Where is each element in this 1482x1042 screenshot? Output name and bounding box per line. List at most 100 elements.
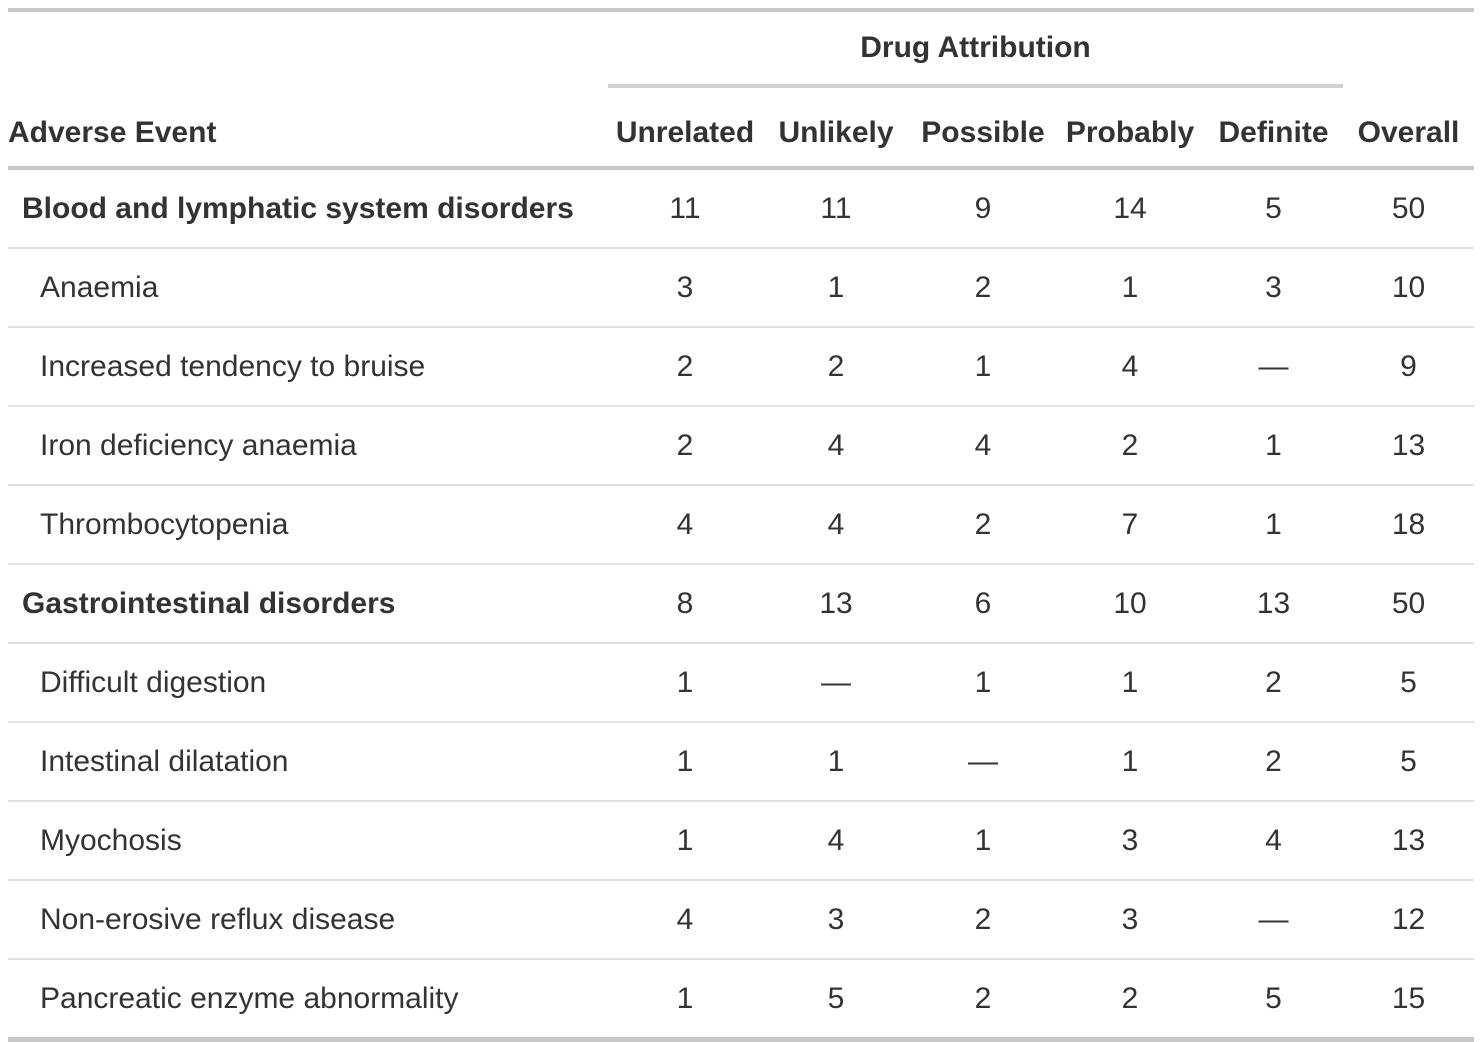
- cell-unlikely: 1: [762, 248, 910, 328]
- cell-unlikely: 4: [762, 406, 910, 486]
- row-label: Iron deficiency anaemia: [8, 406, 608, 486]
- cell-overall: 13: [1343, 406, 1474, 486]
- row-label: Blood and lymphatic system disorders: [8, 168, 608, 249]
- row-label: Pancreatic enzyme abnormality: [40, 981, 459, 1015]
- cell-unlikely: 4: [762, 801, 910, 881]
- column-header-unlikely: Unlikely: [762, 86, 910, 170]
- cell-probably: 3: [1056, 801, 1204, 881]
- spanner-spacer-right: [1343, 10, 1474, 86]
- cell-unlikely: 11: [762, 168, 910, 249]
- column-header-probably: Probably: [1056, 86, 1204, 170]
- cell-possible: 1: [910, 327, 1056, 407]
- cell-unlikely: —: [762, 643, 910, 723]
- table-row-increased-tendency-to-bruise: Increased tendency to bruise 2 2 1 4 — 9: [8, 327, 1474, 407]
- cell-unrelated: 2: [608, 327, 762, 407]
- cell-unlikely: 5: [827, 981, 845, 1015]
- cell-possible: 1: [910, 643, 1056, 723]
- cell-probably: 4: [1056, 327, 1204, 407]
- cell-probably: 2: [1056, 406, 1204, 486]
- cell-unrelated: 1: [608, 643, 762, 723]
- cell-probably: 1: [1056, 722, 1204, 802]
- table-row-iron-deficiency-anaemia: Iron deficiency anaemia 2 4 4 2 1 13: [8, 406, 1474, 486]
- cell-definite: 1: [1204, 406, 1344, 486]
- row-label: Increased tendency to bruise: [8, 327, 608, 407]
- cell-probably: 1: [1056, 643, 1204, 723]
- column-labels-row: Adverse Event Unrelated Unlikely Possibl…: [8, 86, 1474, 170]
- column-header-possible: Possible: [910, 86, 1056, 170]
- cell-overall: 5: [1343, 722, 1474, 802]
- cell-possible: 2: [974, 981, 992, 1015]
- table-row-anaemia: Anaemia 3 1 2 1 3 10: [8, 248, 1474, 328]
- cell-possible: 6: [910, 564, 1056, 644]
- cell-overall: 13: [1343, 801, 1474, 881]
- cell-probably: 14: [1056, 168, 1204, 249]
- spanner-drug-attribution: Drug Attribution: [608, 10, 1344, 88]
- cell-possible: 2: [910, 248, 1056, 328]
- column-header-overall: Overall: [1343, 86, 1474, 170]
- cell-unrelated: 8: [608, 564, 762, 644]
- row-label: Anaemia: [8, 248, 608, 328]
- cell-possible: 9: [910, 168, 1056, 249]
- cell-overall: 50: [1343, 168, 1474, 249]
- cell-definite: —: [1204, 880, 1344, 960]
- cell-unrelated: 4: [608, 880, 762, 960]
- cell-definite: 3: [1204, 248, 1344, 328]
- cell-definite: —: [1204, 327, 1344, 407]
- cell-unlikely: 3: [762, 880, 910, 960]
- cell-possible: —: [910, 722, 1056, 802]
- cell-definite: 5: [1204, 168, 1344, 249]
- cell-unlikely: 13: [762, 564, 910, 644]
- cell-unrelated: 11: [608, 168, 762, 249]
- cell-definite: 2: [1204, 722, 1344, 802]
- cell-probably: 1: [1056, 248, 1204, 328]
- table-row-group-gastrointestinal: Gastrointestinal disorders 8 13 6 10 13 …: [8, 564, 1474, 644]
- cell-overall: 9: [1343, 327, 1474, 407]
- cell-overall: 10: [1343, 248, 1474, 328]
- table-row-intestinal-dilatation: Intestinal dilatation 1 1 — 1 2 5: [8, 722, 1474, 802]
- cell-definite: 13: [1204, 564, 1344, 644]
- cell-overall: 12: [1343, 880, 1474, 960]
- cell-possible: 4: [910, 406, 1056, 486]
- cell-definite: 4: [1204, 801, 1344, 881]
- cell-unrelated: 1: [608, 801, 762, 881]
- table-row-difficult-digestion: Difficult digestion 1 — 1 1 2 5: [8, 643, 1474, 723]
- table-row-myochosis: Myochosis 1 4 1 3 4 13: [8, 801, 1474, 881]
- table-row-pancreatic-enzyme-abnormality: Pancreatic enzyme abnormality 1 5 2 2 5 …: [8, 959, 1474, 1040]
- column-header-definite: Definite: [1204, 86, 1344, 170]
- row-label: Thrombocytopenia: [8, 485, 608, 565]
- cell-probably: 7: [1056, 485, 1204, 565]
- cell-unrelated: 1: [608, 722, 762, 802]
- cell-overall: 5: [1343, 643, 1474, 723]
- cell-definite: 5: [1265, 981, 1282, 1015]
- cell-unlikely: 1: [762, 722, 910, 802]
- row-label: Gastrointestinal disorders: [8, 564, 608, 644]
- spanner-spacer-left: [8, 10, 608, 86]
- column-header-adverse-event: Adverse Event: [8, 86, 608, 170]
- cell-possible: 1: [910, 801, 1056, 881]
- cell-unlikely: 2: [762, 327, 910, 407]
- adverse-events-table: Drug Attribution Adverse Event Unrelated…: [8, 8, 1474, 1042]
- cell-possible: 2: [910, 485, 1056, 565]
- cell-overall: 15: [1391, 981, 1426, 1015]
- cell-unlikely: 4: [762, 485, 910, 565]
- cell-unrelated: 3: [608, 248, 762, 328]
- table-row-non-erosive-reflux-disease: Non-erosive reflux disease 4 3 2 3 — 12: [8, 880, 1474, 960]
- cell-probably: 2: [1121, 981, 1139, 1015]
- cell-overall: 50: [1343, 564, 1474, 644]
- cell-unrelated: 2: [608, 406, 762, 486]
- table-row-thrombocytopenia: Thrombocytopenia 4 4 2 7 1 18: [8, 485, 1474, 565]
- spanner-row: Drug Attribution: [8, 10, 1474, 88]
- row-label: Difficult digestion: [8, 643, 608, 723]
- cell-unrelated: 4: [608, 485, 762, 565]
- row-label: Intestinal dilatation: [8, 722, 608, 802]
- cell-unrelated: 1: [676, 981, 694, 1015]
- cell-probably: 3: [1056, 880, 1204, 960]
- column-header-unrelated: Unrelated: [608, 86, 762, 170]
- table-row-group-blood: Blood and lymphatic system disorders 11 …: [8, 168, 1474, 249]
- cell-overall: 18: [1343, 485, 1474, 565]
- row-label: Non-erosive reflux disease: [8, 880, 608, 960]
- cell-probably: 10: [1056, 564, 1204, 644]
- cell-possible: 2: [910, 880, 1056, 960]
- row-label: Myochosis: [8, 801, 608, 881]
